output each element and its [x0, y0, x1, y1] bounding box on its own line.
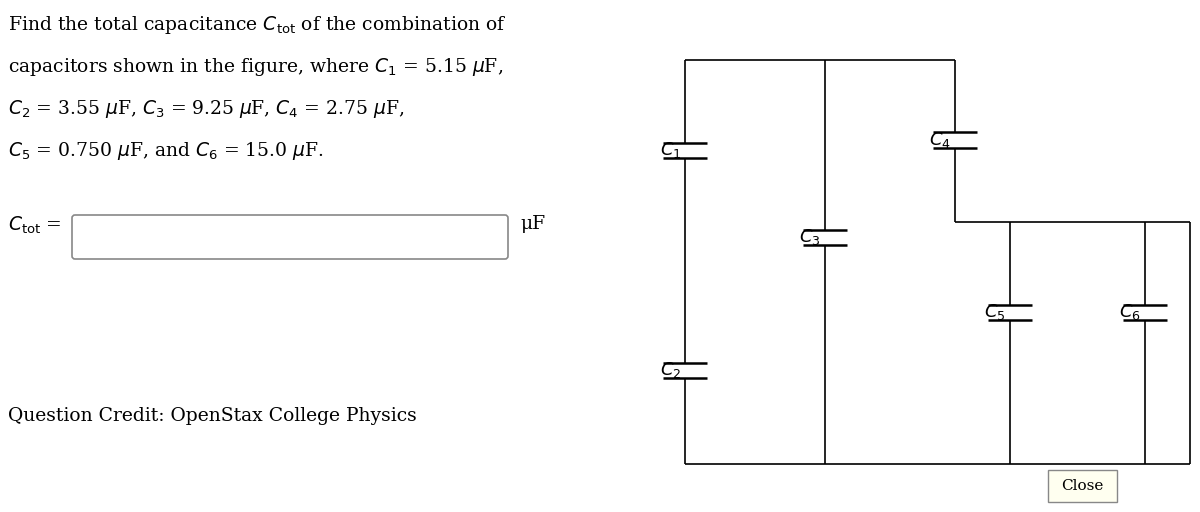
FancyBboxPatch shape: [1048, 470, 1117, 502]
Text: $C_5$ = 0.750 $\mu$F, and $C_6$ = 15.0 $\mu$F.: $C_5$ = 0.750 $\mu$F, and $C_6$ = 15.0 $…: [8, 140, 324, 162]
Text: $C_{\mathrm{tot}}$ =: $C_{\mathrm{tot}}$ =: [8, 215, 61, 237]
Text: $C_3$: $C_3$: [799, 227, 821, 247]
Text: $C_1$: $C_1$: [660, 140, 682, 160]
Text: μF: μF: [520, 215, 545, 233]
Text: $C_4$: $C_4$: [929, 130, 952, 150]
Text: capacitors shown in the figure, where $C_1$ = 5.15 $\mu$F,: capacitors shown in the figure, where $C…: [8, 56, 503, 78]
Text: Question Credit: OpenStax College Physics: Question Credit: OpenStax College Physic…: [8, 407, 416, 425]
Text: Close: Close: [1061, 479, 1104, 493]
Text: Find the total capacitance $C_{\mathrm{tot}}$ of the combination of: Find the total capacitance $C_{\mathrm{t…: [8, 14, 506, 36]
Text: $C_5$: $C_5$: [984, 302, 1006, 322]
Text: $C_2$ = 3.55 $\mu$F, $C_3$ = 9.25 $\mu$F, $C_4$ = 2.75 $\mu$F,: $C_2$ = 3.55 $\mu$F, $C_3$ = 9.25 $\mu$F…: [8, 98, 404, 120]
Text: $C_2$: $C_2$: [660, 360, 682, 380]
Text: $C_6$: $C_6$: [1120, 302, 1141, 322]
FancyBboxPatch shape: [72, 215, 508, 259]
